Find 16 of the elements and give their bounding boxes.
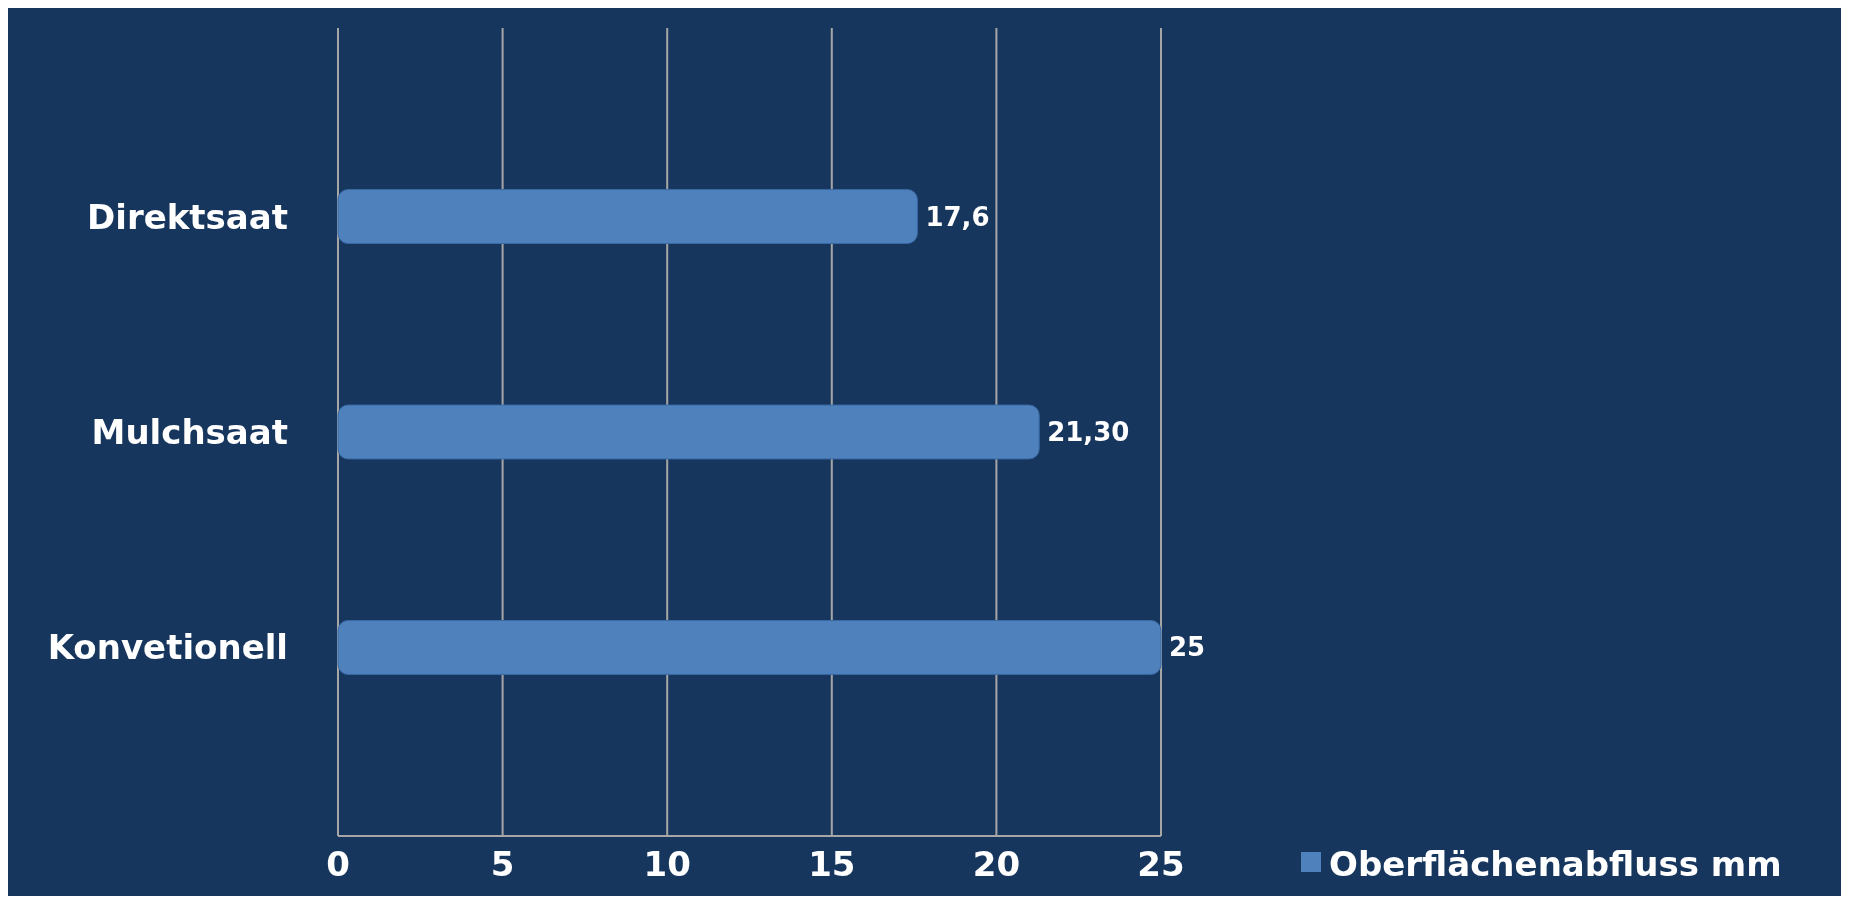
x-tick-label: 20 <box>972 844 1021 884</box>
y-tick-label: Direktsaat <box>87 196 288 237</box>
x-tick-label: 0 <box>326 844 350 884</box>
legend-label: Oberflächenabfluss mm <box>1329 844 1782 884</box>
y-tick-label: Konvetionell <box>47 627 288 668</box>
x-tick-label: 15 <box>808 844 856 884</box>
data-label: 25 <box>1169 632 1206 663</box>
x-tick-label: 10 <box>643 844 691 884</box>
bar <box>337 620 1162 675</box>
bar <box>337 189 918 244</box>
bar <box>337 404 1040 460</box>
y-tick-label: Mulchsaat <box>91 412 288 452</box>
data-label: 17,6 <box>925 201 990 232</box>
x-tick-label: 25 <box>1137 844 1185 884</box>
data-label: 21,30 <box>1047 417 1130 447</box>
x-tick-label: 5 <box>490 844 515 884</box>
